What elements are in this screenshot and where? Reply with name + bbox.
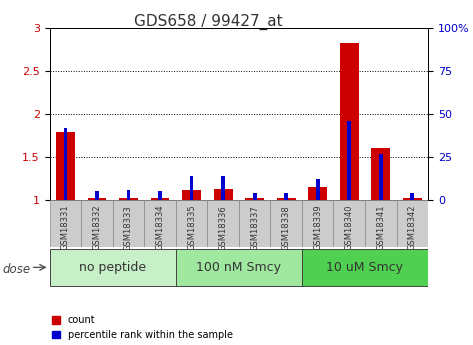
Text: 10 uM Smcy: 10 uM Smcy: [326, 261, 403, 274]
Bar: [95, 191, 99, 200]
Bar: [347, 121, 351, 200]
Text: GSM18339: GSM18339: [313, 205, 322, 250]
Bar: [253, 193, 256, 200]
Bar: [239, 200, 271, 247]
Bar: [119, 198, 138, 200]
Text: GSM18342: GSM18342: [408, 205, 417, 250]
Bar: [56, 132, 75, 200]
Text: GSM18333: GSM18333: [124, 205, 133, 250]
Bar: [302, 249, 428, 286]
Bar: [316, 179, 320, 200]
Bar: [411, 193, 414, 200]
Bar: [88, 198, 106, 200]
Bar: [396, 200, 428, 247]
Bar: [214, 189, 233, 200]
Text: GSM18338: GSM18338: [281, 205, 291, 250]
Text: GSM18340: GSM18340: [345, 205, 354, 250]
Bar: [144, 200, 176, 247]
Bar: [365, 200, 396, 247]
Text: dose: dose: [2, 263, 30, 276]
Bar: [221, 176, 225, 200]
Bar: [308, 187, 327, 200]
Bar: [50, 249, 176, 286]
Text: GSM18341: GSM18341: [376, 205, 385, 250]
Bar: [207, 200, 239, 247]
Bar: [371, 148, 390, 200]
Text: no peptide: no peptide: [79, 261, 146, 274]
Bar: [50, 200, 81, 247]
Bar: [176, 249, 302, 286]
Text: GSM18332: GSM18332: [92, 205, 102, 250]
Text: GSM18335: GSM18335: [187, 205, 196, 250]
Bar: [271, 200, 302, 247]
Bar: [245, 198, 264, 200]
Bar: [277, 198, 296, 200]
Text: GSM18337: GSM18337: [250, 205, 259, 250]
Bar: [302, 200, 333, 247]
Bar: [284, 193, 288, 200]
Bar: [81, 200, 113, 247]
Bar: [333, 200, 365, 247]
Text: GSM18334: GSM18334: [156, 205, 165, 250]
Bar: [150, 198, 169, 200]
Bar: [182, 190, 201, 200]
Text: GSM18336: GSM18336: [219, 205, 228, 250]
Bar: [158, 191, 162, 200]
Bar: [403, 198, 422, 200]
Legend: count, percentile rank within the sample: count, percentile rank within the sample: [52, 315, 233, 340]
Bar: [127, 190, 131, 200]
Bar: [63, 128, 67, 200]
Bar: [113, 200, 144, 247]
Text: GDS658 / 99427_at: GDS658 / 99427_at: [134, 14, 282, 30]
Bar: [190, 176, 193, 200]
Text: GSM18331: GSM18331: [61, 205, 70, 250]
Bar: [340, 43, 359, 200]
Bar: [379, 154, 383, 200]
Text: 100 nM Smcy: 100 nM Smcy: [196, 261, 281, 274]
Bar: [176, 200, 207, 247]
